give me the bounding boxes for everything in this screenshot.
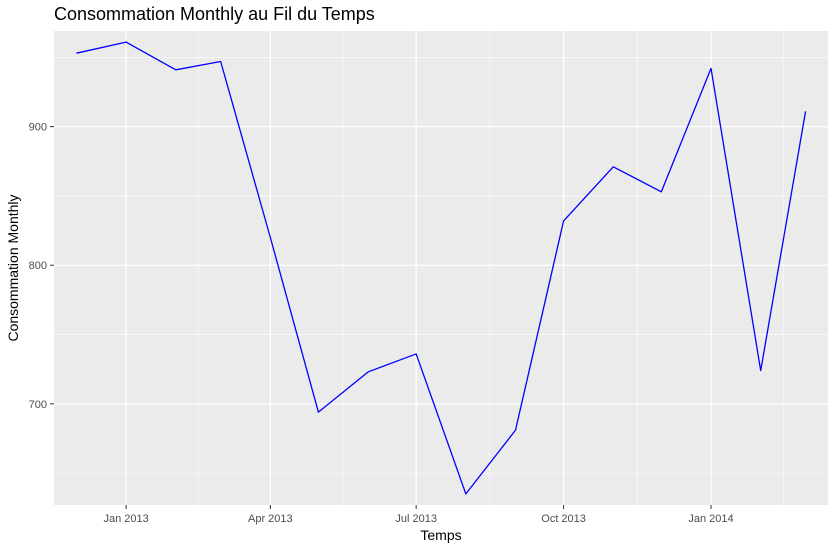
minor-gridlines <box>52 31 828 505</box>
y-axis-title: Consommation Monthly <box>5 194 21 341</box>
series-layer <box>76 41 807 495</box>
x-tick-label: Jan 2013 <box>103 513 148 525</box>
x-tick-label: Jul 2013 <box>395 513 437 525</box>
x-tick-label: Jan 2014 <box>688 513 733 525</box>
x-tick-label: Apr 2013 <box>248 513 293 525</box>
plot-panel <box>54 31 828 505</box>
chart-title: Consommation Monthly au Fil du Temps <box>54 4 375 24</box>
series-line-0 <box>76 41 807 495</box>
y-tick-label: 800 <box>29 260 47 272</box>
x-axis: Jan 2013 Apr 2013 Jul 2013 Oct 2013 Jan 2014 <box>103 505 734 525</box>
y-tick-label: 700 <box>29 399 47 411</box>
major-gridlines <box>54 31 828 505</box>
y-tick-label: 900 <box>29 122 47 134</box>
x-tick-label: Oct 2013 <box>541 513 586 525</box>
x-axis-title: Temps <box>420 527 461 543</box>
y-axis: 700 800 900 <box>29 122 54 411</box>
